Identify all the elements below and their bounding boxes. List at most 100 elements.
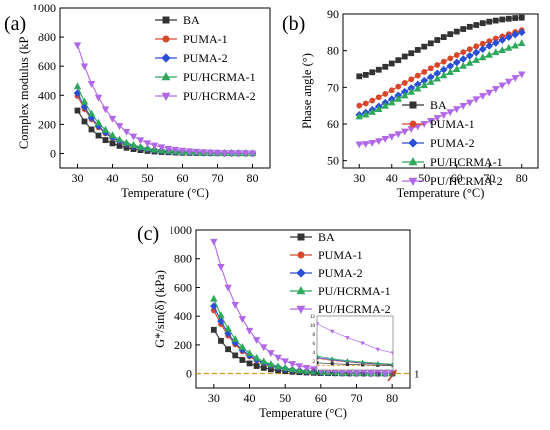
inset-point-pu-hcrma-1 xyxy=(390,361,393,366)
x-tick-label: 70 xyxy=(351,391,363,405)
legend-marker-pu-hcrma-1 xyxy=(296,286,306,295)
inset-arrow-head xyxy=(392,369,397,375)
data-point-ba xyxy=(434,37,441,43)
inset-y-tick-label: 8 xyxy=(313,333,316,338)
data-point-pu-hcrma-1 xyxy=(210,294,218,302)
data-point-puma-1 xyxy=(447,55,454,62)
data-point-pu-hcrma-2 xyxy=(274,354,282,362)
x-tick-label: 30 xyxy=(208,391,220,405)
data-point-pu-hcrma-1 xyxy=(245,349,254,357)
data-point-puma-2 xyxy=(465,51,474,60)
data-point-ba xyxy=(225,346,231,353)
panel-label-box xyxy=(280,10,318,36)
y-tick-label: 0 xyxy=(186,367,192,381)
inset-point-pu-hcrma-2 xyxy=(345,336,350,341)
data-point-ba xyxy=(395,57,402,64)
data-point-pu-hcrma-2 xyxy=(206,149,215,157)
x-axis-label: Temperature (°C) xyxy=(259,406,347,420)
legend-marker-ba xyxy=(297,233,305,241)
data-point-puma-2 xyxy=(498,36,507,44)
data-point-ba xyxy=(253,363,260,369)
legend-label-pu-hcrma-1: PU/HCRMA-1 xyxy=(183,70,256,84)
x-tick-label: 60 xyxy=(315,391,327,405)
y-tick-label: 50 xyxy=(327,154,339,168)
legend-label-pu-hcrma-2: PU/HCRMA-2 xyxy=(183,89,256,103)
data-point-pu-hcrma-1 xyxy=(73,82,82,90)
x-tick-label: 80 xyxy=(386,391,398,405)
legend-marker-ba xyxy=(409,101,417,109)
data-point-ba xyxy=(88,126,95,133)
inset-series-line-puma-2 xyxy=(317,357,393,365)
data-point-pu-hcrma-2 xyxy=(241,150,250,158)
data-point-puma-1 xyxy=(440,58,447,65)
data-point-puma-2 xyxy=(452,58,461,67)
data-point-pu-hcrma-2 xyxy=(440,112,448,119)
data-point-pu-hcrma-2 xyxy=(94,94,103,102)
data-point-puma-1 xyxy=(460,49,467,56)
data-point-ba xyxy=(479,20,486,27)
data-point-puma-1 xyxy=(473,43,480,50)
y-tick-label: 400 xyxy=(174,309,192,323)
data-point-ba xyxy=(375,66,382,73)
inset-series-line-puma-1 xyxy=(317,357,393,366)
y-tick-label: 800 xyxy=(38,30,56,44)
data-point-pu-hcrma-1 xyxy=(288,365,297,373)
data-point-pu-hcrma-2 xyxy=(87,80,96,88)
data-point-pu-hcrma-1 xyxy=(498,46,506,53)
data-point-ba xyxy=(388,60,395,67)
data-point-pu-hcrma-2 xyxy=(231,302,239,309)
legend-label-puma-1: PUMA-1 xyxy=(183,32,228,46)
data-point-pu-hcrma-1 xyxy=(388,98,396,106)
y-tick-label: 600 xyxy=(38,59,56,73)
legend-marker-puma-1 xyxy=(162,35,170,43)
data-point-puma-1 xyxy=(401,80,408,86)
y-tick-label: 1000 xyxy=(168,223,192,237)
data-point-pu-hcrma-2 xyxy=(108,115,117,123)
data-point-ba xyxy=(74,107,81,114)
plot-area xyxy=(73,42,257,158)
data-point-pu-hcrma-2 xyxy=(185,148,194,156)
y-tick-label: 400 xyxy=(38,88,56,102)
x-tick-label: 50 xyxy=(142,171,154,185)
inset-point-pu-hcrma-1 xyxy=(360,359,365,364)
data-point-puma-1 xyxy=(427,65,434,72)
y-axis-label: Phase angle (°) xyxy=(300,53,314,129)
data-point-ba xyxy=(210,326,217,333)
data-point-ba xyxy=(218,337,224,344)
data-point-pu-hcrma-1 xyxy=(136,142,145,150)
legend-label-ba: BA xyxy=(430,98,447,112)
data-point-ba xyxy=(466,23,473,30)
data-point-ba xyxy=(102,137,109,143)
inset-x-tick-label: 72 xyxy=(330,373,336,378)
data-point-pu-hcrma-1 xyxy=(260,357,268,365)
inset-series-line-pu-hcrma-2 xyxy=(317,323,393,354)
plot-area xyxy=(210,238,396,378)
x-tick-label: 60 xyxy=(451,171,463,185)
inset-point-pu-hcrma-2 xyxy=(390,351,393,356)
panel-label: (a) xyxy=(4,13,26,35)
data-point-pu-hcrma-1 xyxy=(433,74,441,82)
legend-label-pu-hcrma-2: PU/HCRMA-2 xyxy=(430,174,503,188)
data-point-pu-hcrma-1 xyxy=(281,363,289,371)
data-point-pu-hcrma-1 xyxy=(440,71,448,79)
data-point-pu-hcrma-2 xyxy=(252,337,261,344)
data-point-ba xyxy=(492,17,499,24)
data-point-ba xyxy=(401,53,408,60)
data-point-ba xyxy=(362,71,369,78)
panel-label: (c) xyxy=(137,223,159,245)
x-tick-label: 70 xyxy=(483,171,495,185)
data-point-pu-hcrma-1 xyxy=(224,324,232,332)
legend-marker-pu-hcrma-2 xyxy=(408,177,418,186)
data-point-pu-hcrma-1 xyxy=(381,101,389,109)
inset-series-line-ba xyxy=(317,362,393,366)
data-point-puma-1 xyxy=(388,87,395,94)
data-point-pu-hcrma-2 xyxy=(281,358,289,366)
x-tick-label: 50 xyxy=(418,171,430,185)
legend-marker-puma-2 xyxy=(408,138,418,148)
data-point-ba xyxy=(81,118,88,125)
data-point-ba xyxy=(421,43,428,50)
data-point-ba xyxy=(95,132,102,139)
inset-point-pu-hcrma-2 xyxy=(375,347,380,352)
data-point-pu-hcrma-1 xyxy=(401,91,409,99)
data-point-pu-hcrma-1 xyxy=(427,78,435,85)
